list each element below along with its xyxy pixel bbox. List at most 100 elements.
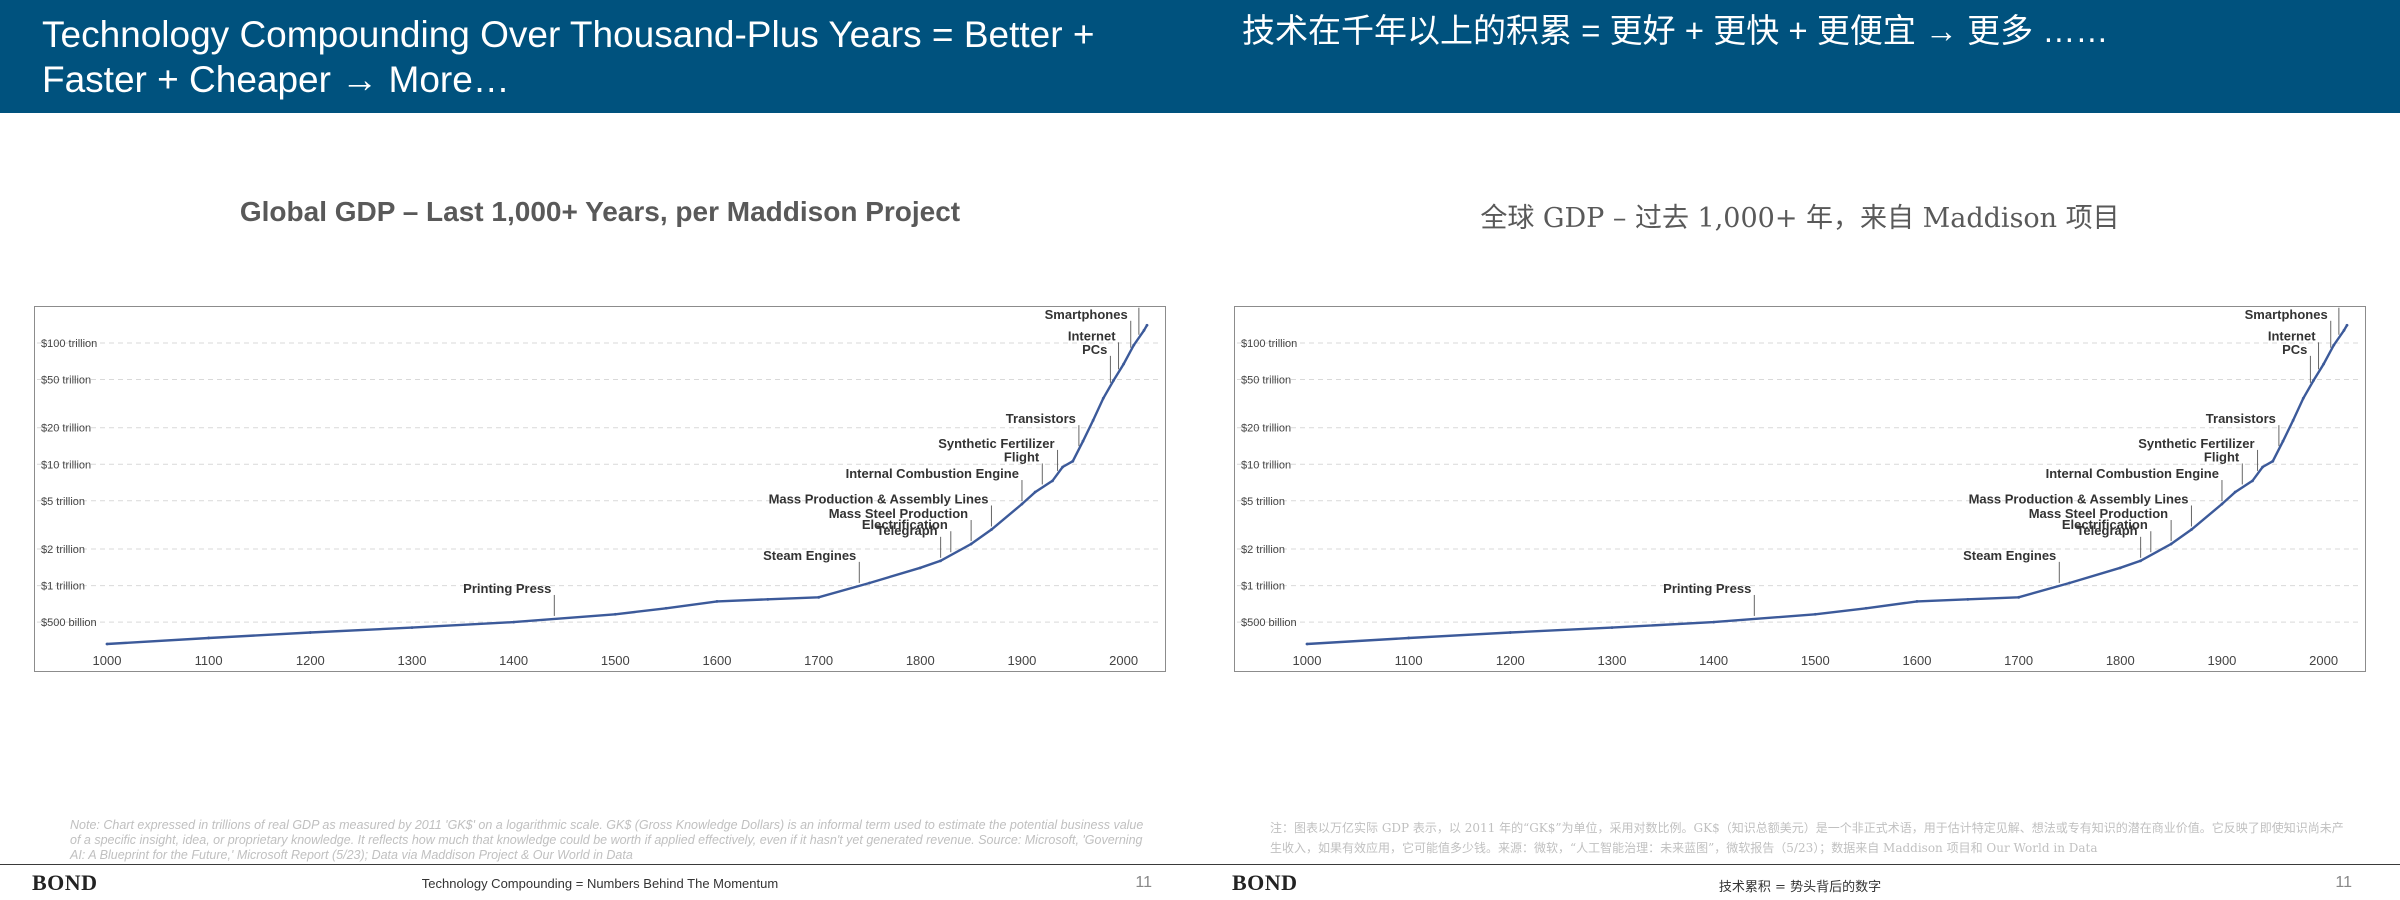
annotation-label: Internal Combustion Engine [846,466,1019,481]
annotation-label: Telegraph [2076,523,2137,538]
annotation-label: Flight [1004,449,1040,464]
x-tick-label: 1100 [1395,653,1423,668]
annotation-label: Steam Engines [1963,548,2056,563]
gdp-data-point [1508,631,1512,634]
y-tick-label: $1 trillion [1241,581,1285,593]
gdp-data-point [1020,502,1024,506]
gdp-data-point [613,612,617,616]
y-tick-label: $20 trillion [41,423,91,435]
gdp-data-point [990,528,993,531]
gdp-data-point [2322,362,2326,366]
y-tick-label: $2 trillion [41,544,85,556]
x-tick-label: 1800 [2106,653,2135,668]
x-tick-label: 1600 [1903,653,1932,668]
gdp-data-point [2017,595,2021,599]
annotation-label: Electrification [2062,517,2148,532]
gdp-data-point [2342,328,2346,332]
x-tick-label: 1300 [398,653,427,668]
x-tick-label: 1100 [195,653,223,668]
gdp-data-point [1915,600,1919,603]
annotation-label: Printing Press [463,581,551,596]
annotation-label: Internet [2268,328,2316,343]
bond-logo: BOND [32,870,98,895]
gdp-data-point [207,636,211,640]
chart-title: Global GDP – Last 1,000+ Years, per Madd… [239,196,961,227]
annotation-label: Internet [1068,328,1116,343]
bond-logo: BOND [1232,870,1298,895]
gdp-data-point [2251,479,2254,483]
annotation-label: Transistors [2206,411,2276,426]
gdp-chart: $500 billion $1 trillion $2 trillion $5 tri… [1237,307,2361,668]
gdp-data-point [2301,396,2305,400]
y-tick-label: $100 trillion [1241,338,1297,350]
y-tick-label: $50 trillion [1241,374,1291,386]
gdp-data-point [2312,379,2315,382]
gdp-data-point [2139,559,2143,563]
gdp-data-point [512,620,516,624]
gdp-data-point [969,542,973,546]
header-title: Technology Compounding Over Thousand-Plu… [42,14,1095,100]
annotation-label: Mass Production & Assembly Lines [1969,491,2189,506]
x-tick-label: 1200 [1496,653,1525,668]
y-tick-label: $1 trillion [41,581,85,593]
gdp-data-point [1051,479,1054,483]
y-tick-label: $500 billion [41,617,97,629]
gdp-data-point [1101,396,1105,400]
x-tick-label: 1900 [2207,653,2236,668]
x-tick-label: 1400 [499,653,528,668]
gdp-data-point [2332,343,2336,347]
gdp-data-point [1864,606,1868,610]
header-bar: Technology Compounding Over Thousand-Plu… [0,0,1200,113]
annotation-label: Electrification [862,517,948,532]
gdp-data-point [2068,581,2071,585]
y-tick-label: $20 trillion [1241,423,1291,435]
gdp-series-line [106,324,1149,646]
gdp-data-point [2118,566,2122,570]
footer-divider [0,864,1200,865]
gdp-data-point [1112,379,1115,382]
chart-frame: $500 billion $1 trillion $2 trillion $5 tri… [1234,306,2366,672]
x-tick-label: 1000 [93,653,122,668]
x-tick-label: 1700 [804,653,833,668]
y-tick-label: $5 trillion [41,496,85,508]
y-tick-label: $2 trillion [1241,544,1285,556]
footer-divider [1200,864,2400,865]
gdp-data-point [2169,542,2173,546]
annotation-label: Smartphones [2245,307,2328,322]
annotation-label: Printing Press [1663,581,1751,596]
x-tick-label: 2000 [1109,653,1138,668]
chart-title: 全球 GDP – 过去 1,000+ 年，来自 Maddison 项目 [1480,203,2120,234]
x-tick-label: 1500 [1801,653,1830,668]
gdp-data-point [1061,465,1065,469]
gdp-data-point [1305,642,1309,646]
gdp-data-point [1145,323,1149,327]
gdp-data-point [2281,439,2285,443]
gdp-series-line [1306,324,2349,646]
gdp-data-point [1132,343,1136,347]
gdp-data-point [1122,362,1126,366]
annotation-label: PCs [1082,342,1107,357]
y-tick-label: $50 trillion [41,374,91,386]
gdp-data-point [1033,490,1037,494]
gdp-data-point [2271,459,2275,463]
gdp-data-point [1813,612,1817,616]
x-tick-label: 1300 [1598,653,1627,668]
gdp-data-point [105,642,109,646]
gdp-data-point [2261,465,2265,469]
gdp-data-point [817,595,821,599]
x-tick-label: 1700 [2004,653,2033,668]
footnote: Note: Chart expressed in trillions of re… [70,818,1144,862]
annotation-label: Smartphones [1045,307,1128,322]
page-number: 11 [1135,874,1152,891]
x-tick-label: 1900 [1007,653,1036,668]
annotation-label: Cloud [2299,307,2336,309]
gdp-data-point [308,631,312,634]
annotation-label: Internal Combustion Engine [2046,466,2219,481]
slide-chinese: 技术在千年以上的积累 = 更好 + 更快 + 更便宜 → 更多 …… 全球 GD… [1200,0,2400,900]
annotation-label: Telegraph [876,523,937,538]
x-tick-label: 1400 [1699,653,1728,668]
gdp-data-point [1712,620,1716,624]
gdp-data-point [664,606,668,610]
annotation-label: Mass Production & Assembly Lines [769,491,989,506]
x-tick-label: 1500 [601,653,630,668]
